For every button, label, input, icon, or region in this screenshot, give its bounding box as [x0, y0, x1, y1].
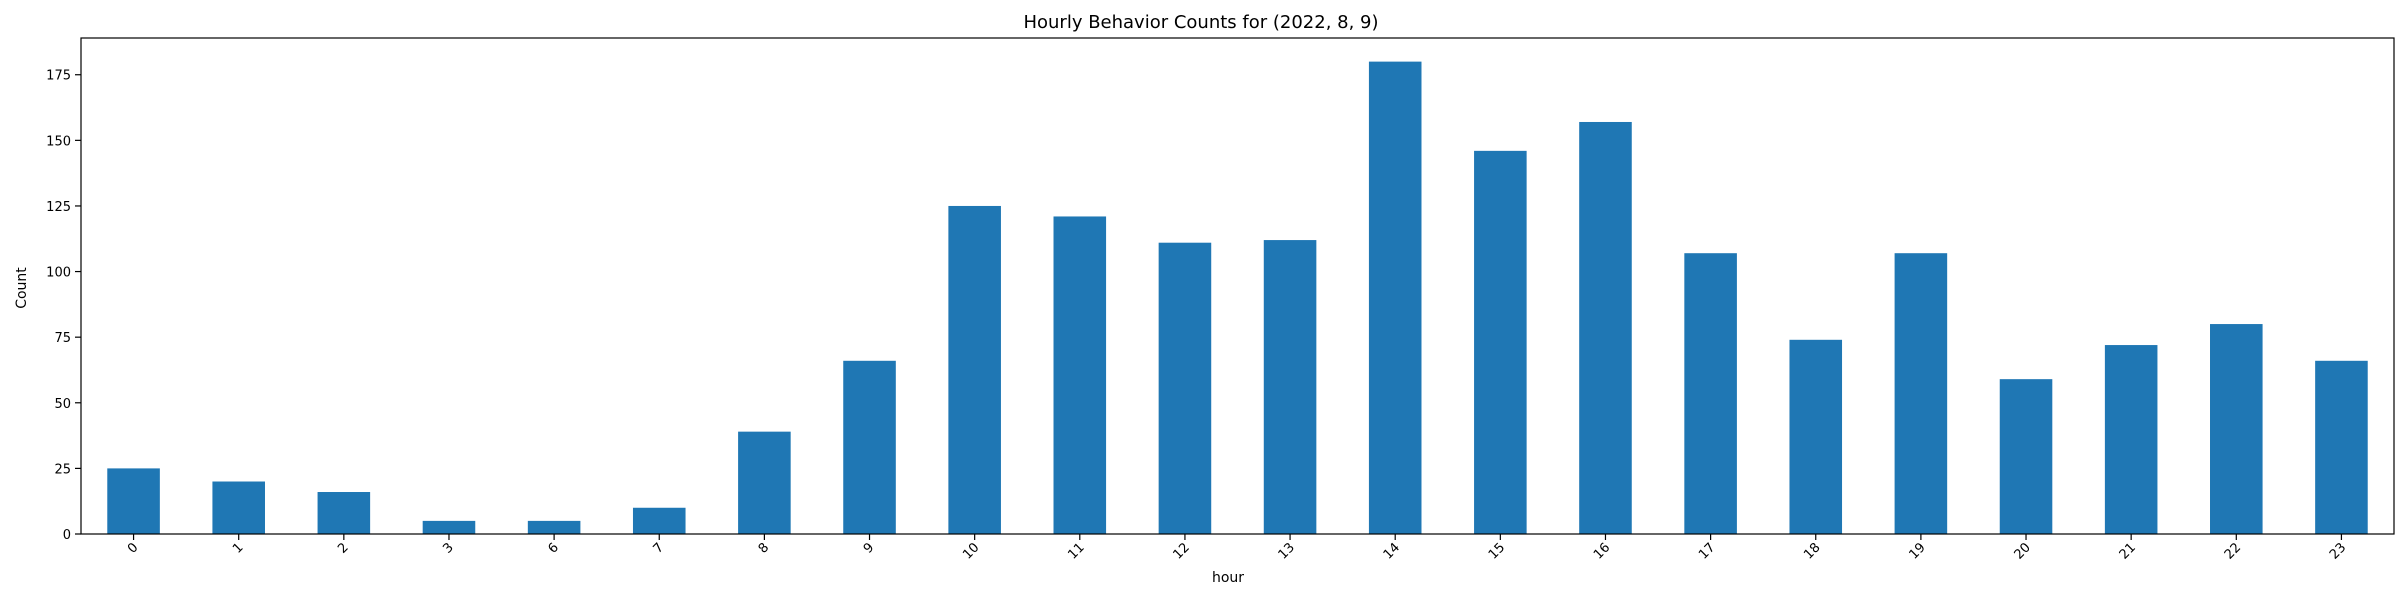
bar-hour-0 [107, 468, 160, 534]
bar-hour-17 [1684, 253, 1737, 534]
y-axis: 0 25 50 75 100 125 150 175 [46, 69, 81, 543]
x-tick-label-1: 1 [230, 540, 246, 556]
x-tick-label-19: 19 [1906, 540, 1928, 562]
plot-area [107, 61, 2368, 535]
bar-hour-12 [1158, 242, 1212, 534]
y-tick-label: 50 [54, 397, 71, 412]
x-tick-label-23: 23 [2327, 540, 2349, 562]
bar-hour-22 [2210, 324, 2263, 534]
bar-hour-7 [632, 507, 686, 534]
x-tick-label-20: 20 [2012, 540, 2034, 562]
x-tick-label-9: 9 [861, 540, 877, 556]
x-axis-label: hour [1212, 570, 1244, 586]
x-tick-label-15: 15 [1486, 540, 1508, 562]
x-tick-label-17: 17 [1696, 540, 1718, 562]
y-tick-label: 150 [46, 134, 71, 149]
bar-hour-19 [1894, 253, 1948, 534]
bar-hour-6 [527, 520, 581, 534]
y-tick-label: 100 [46, 266, 71, 281]
bar-hour-18 [1789, 339, 1843, 534]
x-tick-label-8: 8 [756, 540, 772, 556]
bar-hour-15 [1474, 150, 1527, 534]
plot-frame [80, 37, 2395, 535]
bar-hour-21 [2104, 345, 2158, 534]
y-tick-label: 0 [63, 528, 71, 543]
bar-hour-11 [1053, 216, 1107, 534]
bar-hour-10 [948, 205, 1001, 534]
x-tick-label-13: 13 [1276, 540, 1298, 562]
bar-hour-23 [2315, 360, 2368, 534]
x-tick-label-12: 12 [1170, 540, 1192, 562]
bar-hour-3 [422, 520, 476, 534]
x-tick-label-21: 21 [2117, 540, 2139, 562]
bar-hour-1 [212, 481, 265, 534]
bar-hour-20 [1999, 379, 2053, 534]
x-tick-label-18: 18 [1801, 540, 1823, 562]
bar-hour-16 [1579, 121, 1632, 534]
y-axis-label: Count [14, 267, 30, 309]
chart-title: Hourly Behavior Counts for (2022, 8, 9) [1023, 12, 1378, 33]
bar-hour-2 [317, 492, 371, 534]
x-tick-label-3: 3 [440, 540, 456, 556]
x-tick-label-14: 14 [1381, 540, 1403, 562]
x-axis: 0 1 2 3 6 7 8 9 10 11 12 13 14 15 16 17 18 19 20 21 22 23 [125, 534, 2349, 563]
x-tick-label-6: 6 [545, 540, 561, 556]
bar-hour-14 [1368, 61, 1422, 535]
bar-hour-8 [738, 431, 791, 534]
y-tick-label: 175 [46, 69, 71, 84]
y-tick-label: 125 [46, 200, 71, 215]
bar-hour-9 [843, 360, 896, 534]
bar-hour-13 [1263, 240, 1317, 534]
x-tick-label-22: 22 [2222, 540, 2244, 562]
x-tick-label-0: 0 [125, 540, 141, 556]
x-tick-label-7: 7 [651, 540, 667, 556]
x-tick-label-10: 10 [960, 540, 982, 562]
x-tick-label-2: 2 [335, 540, 351, 556]
y-tick-label: 25 [54, 462, 71, 477]
x-tick-label-16: 16 [1591, 540, 1613, 562]
y-tick-label: 75 [54, 331, 71, 346]
x-tick-label-11: 11 [1065, 540, 1087, 562]
